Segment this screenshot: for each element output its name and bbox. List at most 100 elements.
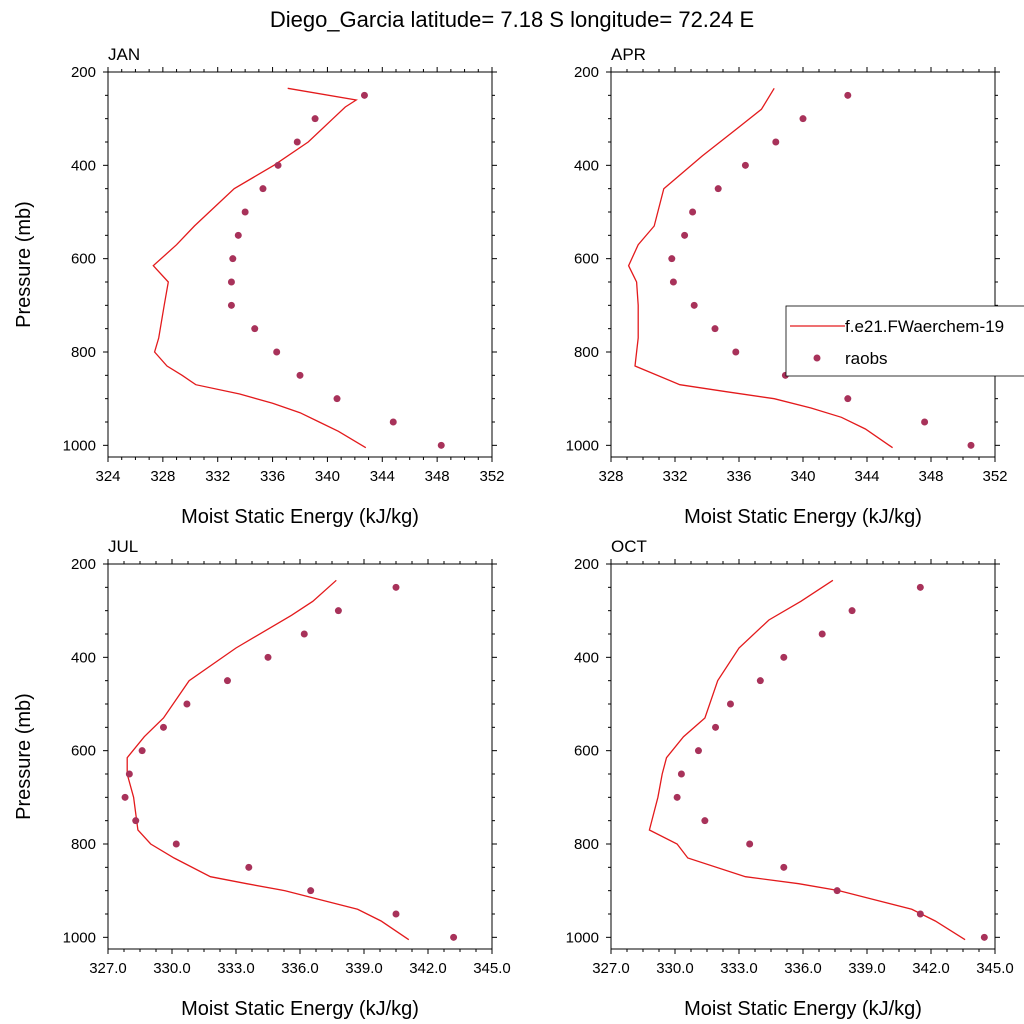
obs-point: [694, 747, 702, 755]
obs-point: [389, 418, 397, 426]
obs-point: [689, 208, 697, 216]
obs-point: [172, 840, 180, 848]
y-tick-label: 1000: [63, 929, 96, 946]
obs-point: [227, 301, 235, 309]
obs-point: [844, 395, 852, 403]
figure-title: Diego_Garcia latitude= 7.18 S longitude=…: [270, 7, 754, 32]
model-line: [627, 87, 893, 449]
y-tick-label: 400: [574, 649, 599, 666]
legend: f.e21.FWaerchem-19 raobs: [785, 305, 1024, 377]
y-tick-label: 600: [574, 743, 599, 760]
obs-point: [844, 91, 852, 99]
obs-point: [132, 817, 140, 825]
y-tick-label: 800: [574, 344, 599, 361]
obs-point: [833, 887, 841, 895]
plot-frame: [610, 563, 996, 950]
obs-point: [241, 208, 249, 216]
obs-point: [121, 793, 129, 801]
y-tick-label: 600: [574, 251, 599, 268]
y-tick-label: 400: [71, 157, 96, 174]
model-line: [126, 579, 410, 941]
x-axis-label: Moist Static Energy (kJ/kg): [181, 506, 419, 528]
obs-point: [701, 817, 709, 825]
x-tick-label: 336.0: [784, 960, 822, 977]
obs-point: [669, 278, 677, 286]
x-tick-label: 327.0: [89, 960, 127, 977]
x-axis-label: Moist Static Energy (kJ/kg): [181, 998, 419, 1020]
y-tick-label: 200: [71, 64, 96, 81]
x-tick-label: 348: [425, 468, 450, 485]
obs-point: [245, 863, 253, 871]
obs-point: [780, 863, 788, 871]
y-tick-label: 1000: [63, 437, 96, 454]
obs-point: [296, 371, 304, 379]
y-axis-label: Pressure (mb): [13, 693, 35, 820]
y-tick-label: 600: [71, 251, 96, 268]
obs-point: [274, 161, 282, 169]
x-tick-label: 352: [982, 468, 1007, 485]
obs-point: [293, 138, 301, 146]
x-tick-label: 333.0: [217, 960, 255, 977]
obs-point: [437, 441, 445, 449]
y-tick-label: 1000: [566, 929, 599, 946]
plot-frame: [107, 71, 493, 458]
obs-point: [159, 723, 167, 731]
obs-point: [756, 677, 764, 685]
legend-box: [785, 305, 1024, 377]
y-tick-label: 200: [574, 556, 599, 573]
obs-point: [138, 747, 146, 755]
obs-point: [259, 185, 267, 193]
obs-point: [392, 583, 400, 591]
x-tick-label: 336: [726, 468, 751, 485]
panel-jul: JUL 327.0 330.0 333.0 336.0 339.0 342.0 345.0 20…: [13, 537, 511, 1020]
panel-label: OCT: [611, 537, 647, 556]
obs-point: [690, 301, 698, 309]
x-axis-label: Moist Static Energy (kJ/kg): [684, 998, 922, 1020]
panel-label: JUL: [108, 537, 138, 556]
obs-point: [311, 115, 319, 123]
obs-point: [712, 723, 720, 731]
obs-point: [183, 700, 191, 708]
obs-point: [251, 325, 259, 333]
legend-model-label: f.e21.FWaerchem-19: [845, 317, 1004, 336]
x-tick-label: 342.0: [912, 960, 950, 977]
x-tick-label: 324: [95, 468, 120, 485]
x-tick-label: 330.0: [656, 960, 694, 977]
model-line: [648, 579, 966, 941]
obs-point: [264, 653, 272, 661]
model-line: [152, 87, 367, 449]
y-tick-label: 800: [71, 344, 96, 361]
y-axis-label: Pressure (mb): [13, 201, 35, 328]
obs-point: [334, 607, 342, 615]
y-tick-label: 800: [71, 836, 96, 853]
obs-point: [916, 583, 924, 591]
obs-point: [780, 653, 788, 661]
legend-obs-label: raobs: [845, 349, 888, 368]
obs-point: [916, 910, 924, 918]
x-tick-label: 332: [662, 468, 687, 485]
plot-frame: [107, 563, 493, 950]
obs-point: [711, 325, 719, 333]
obs-point: [360, 91, 368, 99]
panel-jan: JAN 324 328 332 336 340 344 348 352 200 400 600 800 1…: [13, 45, 505, 528]
x-tick-label: 328: [150, 468, 175, 485]
obs-point: [726, 700, 734, 708]
y-tick-label: 400: [71, 649, 96, 666]
obs-point: [234, 231, 242, 239]
x-tick-label: 345.0: [473, 960, 511, 977]
y-tick-label: 600: [71, 743, 96, 760]
obs-point: [799, 115, 807, 123]
legend-obs-marker: [813, 354, 821, 362]
obs-point: [681, 231, 689, 239]
obs-point: [746, 840, 754, 848]
y-tick-label: 1000: [566, 437, 599, 454]
y-tick-label: 200: [574, 64, 599, 81]
obs-point: [450, 933, 458, 941]
obs-point: [227, 278, 235, 286]
obs-point: [333, 395, 341, 403]
panel-apr: APR 328 332 336 340 344 348 352 200 400 600 800 1000…: [566, 45, 1008, 528]
y-tick-label: 400: [574, 157, 599, 174]
obs-point: [741, 161, 749, 169]
panel-label: APR: [611, 45, 646, 64]
panel-label: JAN: [108, 45, 140, 64]
